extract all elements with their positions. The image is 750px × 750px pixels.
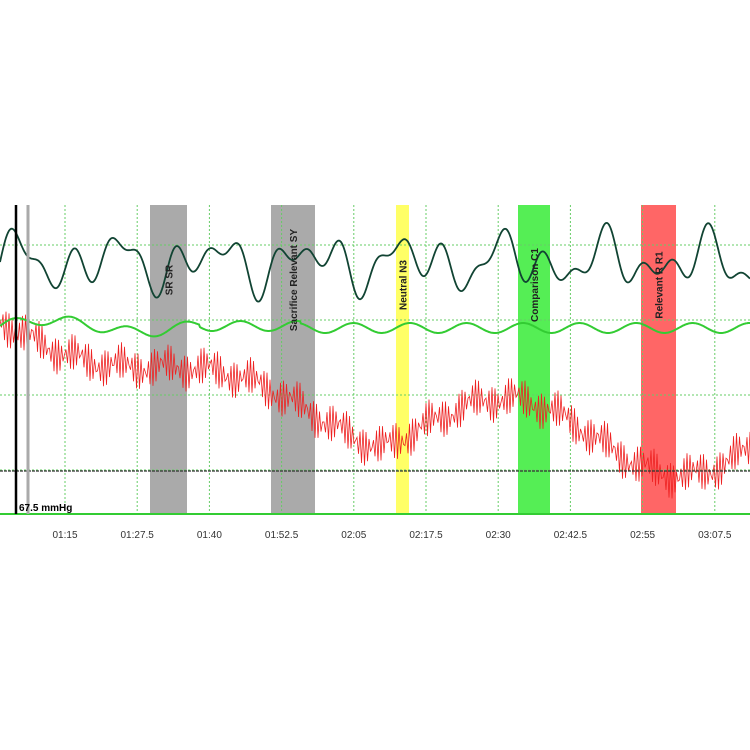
time-label: 01:27.5 <box>121 530 155 541</box>
time-label: 02:30 <box>486 530 511 541</box>
question-band <box>396 205 409 514</box>
question-label: Comparison C1 <box>530 248 541 322</box>
time-label: 03:07.5 <box>698 530 732 541</box>
time-label: 02:55 <box>630 530 655 541</box>
cursor-label: 67.5 mmHg <box>19 503 72 514</box>
question-label: Neutral N3 <box>399 260 410 310</box>
question-label: Relevant R R1 <box>655 251 666 319</box>
eda-trace <box>0 315 750 338</box>
time-label: 02:17.5 <box>409 530 443 541</box>
question-band <box>271 205 315 514</box>
cardio-trace <box>0 311 750 499</box>
time-label: 02:05 <box>341 530 366 541</box>
time-label: 02:42.5 <box>554 530 588 541</box>
pneumo-trace <box>0 221 750 303</box>
question-label: Sacrifice Relevant SY <box>289 229 300 332</box>
question-label: SR SR <box>165 264 176 295</box>
question-band <box>518 205 550 514</box>
time-label: 01:52.5 <box>265 530 299 541</box>
time-label: 01:15 <box>52 530 77 541</box>
time-label: 01:40 <box>197 530 222 541</box>
